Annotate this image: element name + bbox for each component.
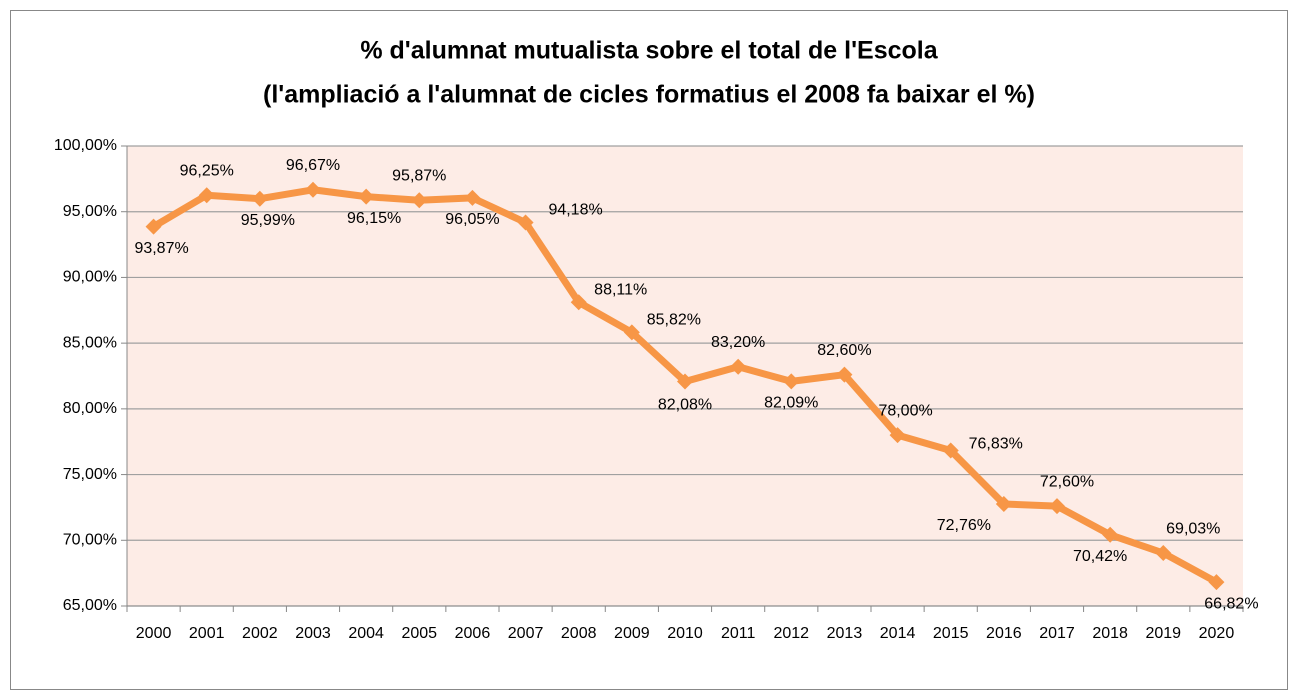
data-label: 82,08% (658, 397, 712, 414)
x-tick-label: 2007 (508, 625, 544, 642)
data-label: 82,60% (817, 342, 871, 359)
data-label: 82,09% (764, 395, 818, 412)
marker (570, 294, 587, 311)
marker (783, 373, 800, 390)
data-label: 85,82% (647, 312, 701, 329)
x-tick-label: 2002 (242, 625, 278, 642)
marker (730, 358, 747, 375)
marker (145, 218, 162, 235)
marker (517, 214, 534, 231)
y-tick-label: 100,00% (54, 137, 117, 154)
data-label: 88,11% (594, 281, 647, 298)
data-label: 72,76% (937, 517, 991, 534)
marker (1049, 498, 1065, 515)
x-tick-label: 2004 (348, 625, 384, 642)
data-label: 93,87% (134, 240, 188, 257)
data-label: 94,18% (548, 202, 602, 219)
marker (623, 324, 640, 341)
marker (889, 427, 906, 444)
y-tick-label: 90,00% (63, 269, 117, 286)
x-tick-label: 2018 (1092, 625, 1128, 642)
data-label: 69,03% (1166, 520, 1220, 537)
marker (198, 187, 215, 204)
x-tick-label: 2015 (933, 625, 969, 642)
x-tick-label: 2006 (455, 625, 491, 642)
x-tick-label: 2003 (295, 625, 331, 642)
y-tick-label: 95,00% (63, 203, 117, 220)
data-label: 95,99% (241, 212, 295, 229)
x-tick-label: 2020 (1199, 625, 1235, 642)
data-label: 76,83% (969, 436, 1023, 453)
marker (1208, 574, 1225, 591)
x-tick-label: 2000 (136, 625, 172, 642)
x-tick-label: 2013 (827, 625, 863, 642)
marker (358, 188, 375, 205)
y-tick-label: 80,00% (63, 400, 117, 417)
marker (677, 373, 693, 390)
data-label: 78,00% (878, 402, 932, 419)
marker (995, 496, 1012, 513)
y-tick-label: 75,00% (63, 466, 117, 483)
y-tick-label: 85,00% (63, 334, 117, 351)
y-tick-label: 65,00% (63, 597, 117, 614)
marker (836, 366, 853, 383)
data-label: 96,15% (347, 210, 401, 227)
x-tick-label: 2016 (986, 625, 1022, 642)
data-label: 95,87% (392, 167, 446, 184)
data-label: 83,20% (711, 334, 765, 351)
data-label: 96,05% (445, 211, 499, 228)
x-tick-label: 2012 (773, 625, 809, 642)
marker (464, 189, 481, 206)
chart-subtitle: (l'ampliació a l'alumnat de cicles forma… (263, 81, 1035, 109)
data-label: 96,67% (286, 157, 340, 174)
data-label: 72,60% (1040, 473, 1094, 490)
marker (411, 192, 428, 209)
x-tick-label: 2019 (1145, 625, 1181, 642)
data-label: 66,82% (1204, 595, 1258, 612)
marker (1155, 545, 1172, 562)
data-label: 96,25% (180, 163, 234, 180)
x-tick-label: 2010 (667, 625, 703, 642)
data-label: 70,42% (1073, 548, 1127, 565)
y-tick-label: 70,00% (63, 532, 117, 549)
chart-title: % d'alumnat mutualista sobre el total de… (360, 37, 938, 65)
marker (305, 181, 321, 198)
marker (942, 442, 959, 459)
x-tick-label: 2001 (189, 625, 225, 642)
x-tick-label: 2017 (1039, 625, 1075, 642)
x-tick-label: 2014 (880, 625, 916, 642)
x-tick-label: 2009 (614, 625, 650, 642)
marker (1102, 526, 1119, 543)
marker (251, 190, 268, 207)
x-tick-label: 2005 (401, 625, 437, 642)
x-tick-label: 2011 (721, 625, 756, 642)
x-tick-label: 2008 (561, 625, 597, 642)
